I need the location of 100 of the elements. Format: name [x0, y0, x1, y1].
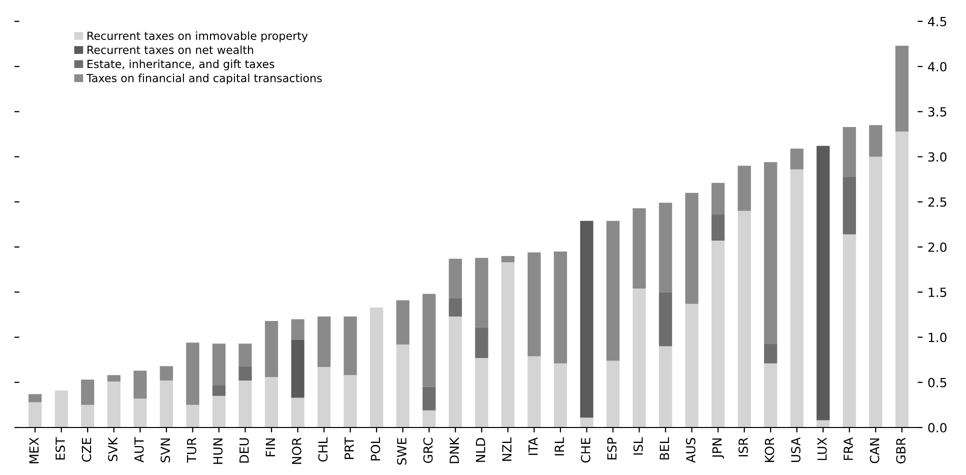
x-tick-label: GBR: [896, 438, 906, 464]
bar: [606, 360, 620, 428]
bar: [658, 292, 672, 346]
bar: [422, 386, 436, 410]
bar: [212, 396, 226, 428]
bar: [711, 182, 725, 215]
y-tick-label: 3.5: [928, 107, 946, 117]
x-tick-label: CHL: [318, 437, 328, 462]
bar: [869, 125, 882, 157]
y-tick-label: 0.0: [928, 422, 946, 432]
x-tick-label: SWE: [397, 438, 406, 465]
bar: [711, 240, 725, 428]
x-tick-label: NZL: [502, 437, 512, 461]
x-tick-label: TUR: [187, 438, 196, 463]
bar: [81, 380, 94, 405]
bar: [344, 375, 357, 428]
bar: [475, 327, 488, 358]
bar: [448, 316, 462, 428]
x-tick-label: ESP: [607, 438, 617, 460]
bar: [160, 366, 173, 381]
x-tick-label: USA: [791, 437, 800, 462]
x-tick-label: BEL: [660, 437, 669, 460]
x-tick-label: FIN: [266, 438, 275, 456]
bar: [658, 202, 672, 292]
y-tick-label: 3.0: [928, 152, 946, 162]
bar: [107, 381, 120, 428]
bar: [658, 346, 672, 428]
bar: [422, 410, 436, 428]
y-tick-label: 0.5: [928, 378, 946, 388]
bar: [764, 162, 778, 344]
bar: [370, 307, 384, 428]
bar: [711, 214, 725, 241]
bar: [501, 262, 514, 428]
bar: [317, 316, 331, 368]
x-tick-label: PRT: [344, 437, 354, 459]
bar: [501, 256, 514, 262]
bar: [790, 169, 804, 428]
bar: [134, 398, 147, 428]
bar: [396, 344, 410, 428]
bar: [554, 252, 568, 364]
bar: [212, 385, 226, 396]
bar: [291, 398, 304, 428]
bar: [475, 258, 488, 328]
x-tick-label: HUN: [213, 438, 223, 464]
bar: [842, 176, 856, 234]
x-tick-label: FRA: [844, 437, 853, 460]
x-tick-label: ISR: [738, 438, 748, 456]
bar: [107, 375, 120, 382]
bar: [764, 344, 778, 364]
x-tick-label: ISL: [633, 437, 643, 455]
bar: [632, 208, 646, 289]
bar: [738, 210, 751, 428]
bar: [528, 252, 541, 356]
bar: [186, 342, 200, 405]
bar: [869, 156, 882, 428]
legend-label: Recurrent taxes on net wealth: [88, 45, 254, 54]
x-tick-label: DEU: [240, 438, 249, 463]
legend-label: Estate, inheritance, and gift taxes: [88, 60, 274, 70]
bar: [842, 234, 856, 428]
bar: [842, 126, 856, 177]
bar: [238, 366, 252, 381]
bar: [764, 363, 778, 428]
bar: [606, 220, 620, 361]
bar: [212, 344, 226, 386]
bar: [344, 316, 357, 376]
bar: [632, 288, 646, 428]
bar: [291, 340, 304, 398]
bar: [238, 380, 252, 428]
x-tick-label: KOR: [764, 438, 774, 462]
bar: [816, 146, 830, 420]
bar: [264, 376, 278, 428]
y-tick-label: 4.0: [928, 62, 946, 72]
y-tick-label: 1.5: [928, 288, 946, 298]
bar: [895, 131, 909, 428]
bar: [528, 356, 541, 428]
legend-label: Recurrent taxes on immovable property: [88, 31, 308, 42]
bar: [28, 394, 42, 402]
bar: [448, 298, 462, 316]
x-tick-label: EST: [56, 437, 65, 460]
y-tick-label: 2.5: [928, 197, 946, 207]
x-tick-label: NOR: [292, 438, 302, 464]
bar: [685, 304, 698, 428]
x-tick-label: SVK: [108, 436, 118, 462]
bar: [580, 418, 594, 428]
legend-label: Taxes on financial and capital transactions: [86, 74, 322, 84]
x-tick-label: DNK: [450, 436, 459, 464]
bar: [134, 370, 147, 399]
bar: [186, 404, 200, 428]
x-tick-label: GRC: [423, 438, 433, 463]
bar: [160, 380, 173, 428]
x-tick-label: JPN: [712, 438, 724, 458]
bar: [317, 367, 331, 428]
x-tick-label: NLD: [476, 438, 486, 462]
bar: [685, 192, 698, 304]
x-tick-label: ITA: [528, 437, 538, 455]
bar: [422, 294, 436, 387]
x-tick-label: LUX: [817, 438, 827, 460]
x-tick-label: POL: [370, 437, 380, 460]
bar: [475, 358, 488, 428]
bar: [291, 319, 304, 340]
